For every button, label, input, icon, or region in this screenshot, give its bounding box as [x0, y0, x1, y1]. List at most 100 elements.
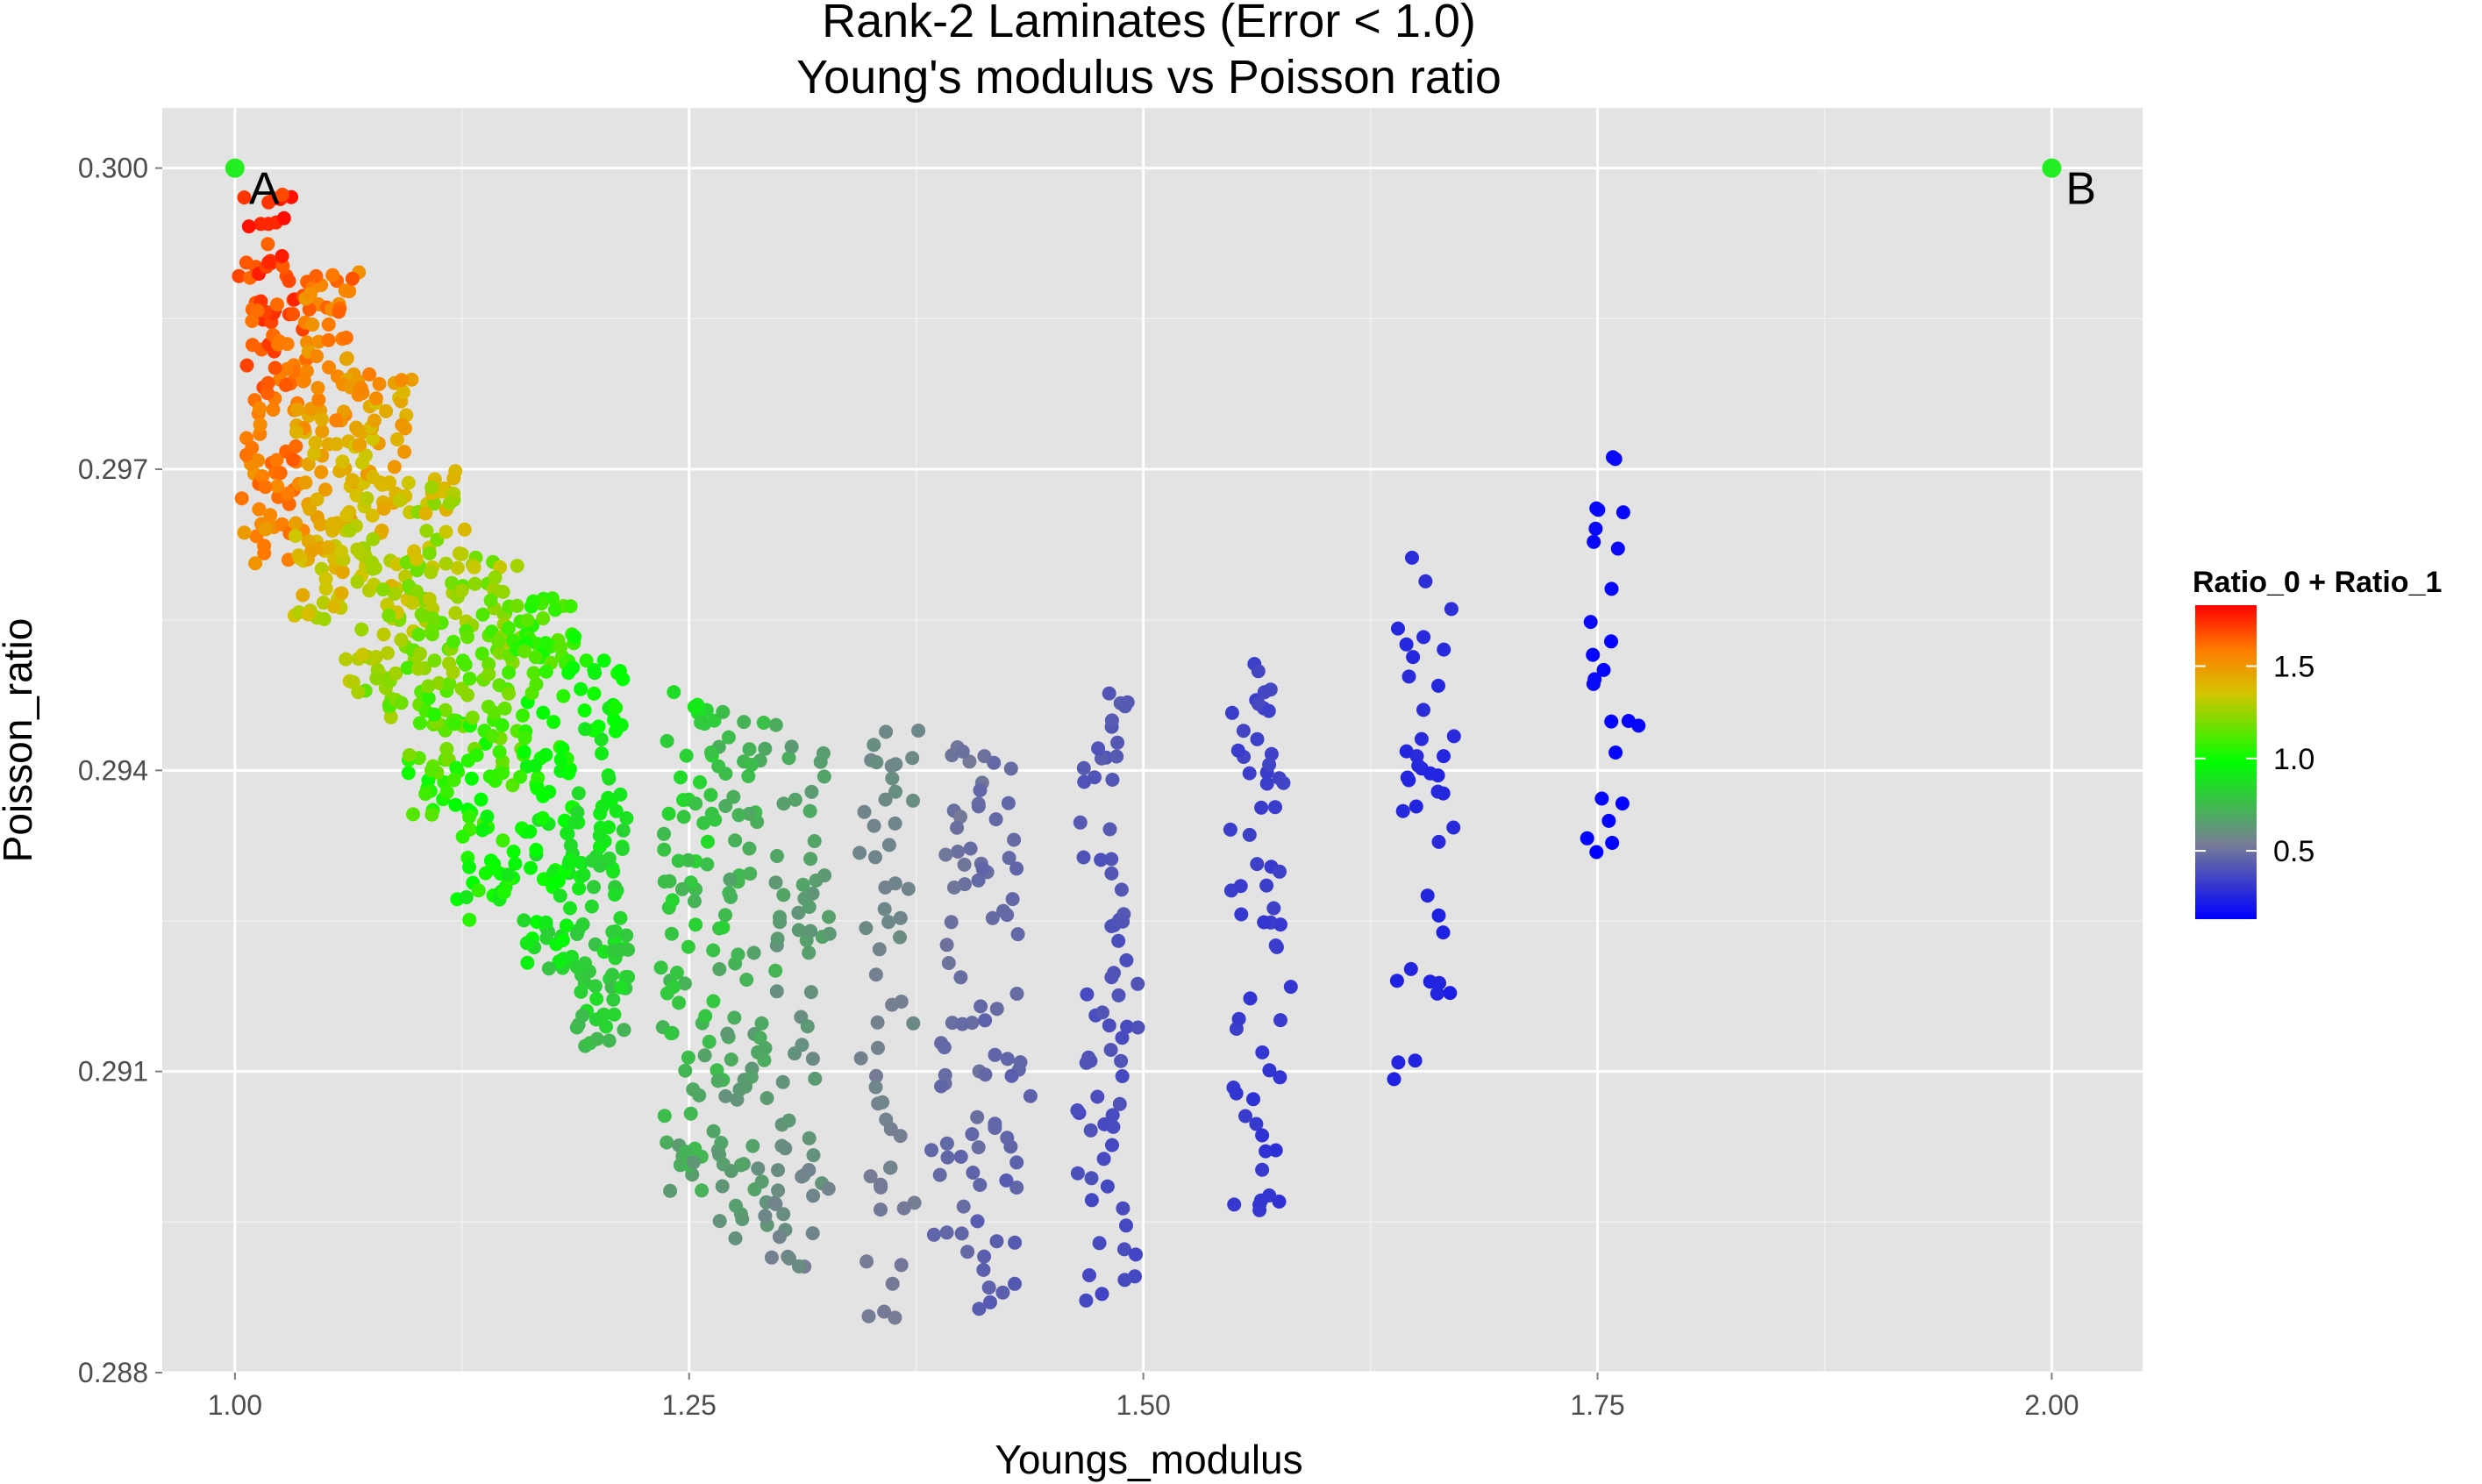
- data-point: [616, 823, 631, 838]
- data-point: [973, 1178, 988, 1192]
- data-point: [947, 880, 961, 895]
- data-point: [951, 845, 966, 859]
- data-point: [365, 561, 380, 576]
- data-point: [788, 792, 802, 807]
- data-point: [1268, 938, 1283, 952]
- data-point: [1116, 1201, 1130, 1216]
- data-point: [467, 560, 481, 574]
- data-point: [1395, 803, 1410, 818]
- data-point: [574, 984, 588, 999]
- data-point: [1073, 815, 1088, 830]
- data-point: [613, 787, 628, 802]
- data-point: [1259, 776, 1274, 791]
- data-point: [275, 188, 289, 202]
- data-point: [239, 447, 253, 462]
- annotation-point: [225, 158, 245, 178]
- data-point: [425, 610, 440, 625]
- data-point: [350, 574, 365, 589]
- data-point: [579, 653, 594, 668]
- data-point: [934, 1079, 949, 1094]
- data-point: [1009, 1181, 1024, 1195]
- data-point: [688, 917, 703, 932]
- data-point: [808, 1071, 823, 1086]
- data-point: [686, 1082, 701, 1097]
- data-point: [888, 784, 902, 799]
- data-point: [1437, 642, 1451, 657]
- data-point: [741, 769, 756, 783]
- data-point: [367, 413, 382, 428]
- data-point: [560, 826, 574, 840]
- data-point: [488, 570, 503, 585]
- data-point: [776, 796, 791, 811]
- data-point: [1130, 1020, 1145, 1035]
- data-point: [546, 715, 561, 730]
- data-point: [1084, 1171, 1099, 1186]
- data-point: [1076, 760, 1091, 775]
- data-point: [465, 710, 480, 725]
- data-point: [776, 1207, 791, 1222]
- data-point: [926, 1227, 941, 1242]
- data-point: [445, 575, 460, 590]
- data-point: [596, 653, 611, 668]
- data-point: [1238, 1109, 1252, 1124]
- data-point: [703, 788, 718, 803]
- data-point: [702, 1034, 717, 1049]
- data-point: [257, 539, 272, 553]
- data-point: [442, 496, 457, 510]
- data-point: [953, 970, 968, 985]
- data-point: [305, 317, 320, 332]
- y-tick-label: 0.297: [78, 453, 148, 485]
- data-point: [760, 1091, 774, 1105]
- data-point: [1130, 976, 1145, 991]
- data-point: [303, 502, 317, 517]
- data-point: [817, 868, 832, 883]
- data-point: [731, 947, 745, 962]
- data-point: [483, 593, 498, 608]
- data-point: [971, 873, 986, 888]
- data-point: [252, 502, 267, 517]
- data-point: [602, 851, 617, 866]
- data-point: [578, 722, 593, 737]
- data-point: [1255, 1045, 1270, 1059]
- data-point: [253, 401, 267, 416]
- data-point: [698, 1009, 713, 1024]
- data-point: [972, 1302, 987, 1316]
- data-point: [710, 1074, 725, 1088]
- data-point: [538, 747, 553, 762]
- data-point: [678, 1063, 693, 1078]
- data-point: [234, 491, 249, 506]
- data-point: [802, 1163, 817, 1177]
- data-point: [1129, 1247, 1143, 1262]
- data-point: [260, 386, 275, 401]
- data-point: [326, 599, 341, 614]
- data-point: [574, 856, 589, 870]
- data-point: [718, 908, 732, 923]
- data-point: [1389, 974, 1404, 988]
- data-point: [953, 810, 967, 824]
- data-point: [615, 842, 630, 856]
- data-point: [492, 745, 507, 760]
- data-point: [792, 1259, 806, 1274]
- data-point: [345, 473, 360, 488]
- data-point: [555, 933, 570, 947]
- chart-subtitle: Young's modulus vs Poisson ratio: [796, 51, 1501, 103]
- data-point: [1583, 615, 1598, 630]
- data-point: [232, 268, 246, 283]
- data-point: [448, 606, 463, 620]
- data-point: [1229, 1086, 1244, 1101]
- data-point: [1420, 888, 1435, 903]
- data-point: [304, 544, 319, 559]
- data-point: [570, 960, 584, 974]
- data-point: [868, 967, 883, 982]
- data-point: [365, 432, 380, 446]
- data-point: [530, 781, 545, 796]
- data-point: [983, 1295, 997, 1309]
- data-point: [724, 1052, 738, 1067]
- data-point: [263, 508, 278, 523]
- data-point: [388, 587, 403, 601]
- x-tick-label: 1.50: [1116, 1389, 1171, 1421]
- data-point: [1116, 914, 1130, 929]
- data-point: [587, 880, 601, 895]
- data-point: [315, 424, 330, 439]
- data-point: [751, 1161, 766, 1176]
